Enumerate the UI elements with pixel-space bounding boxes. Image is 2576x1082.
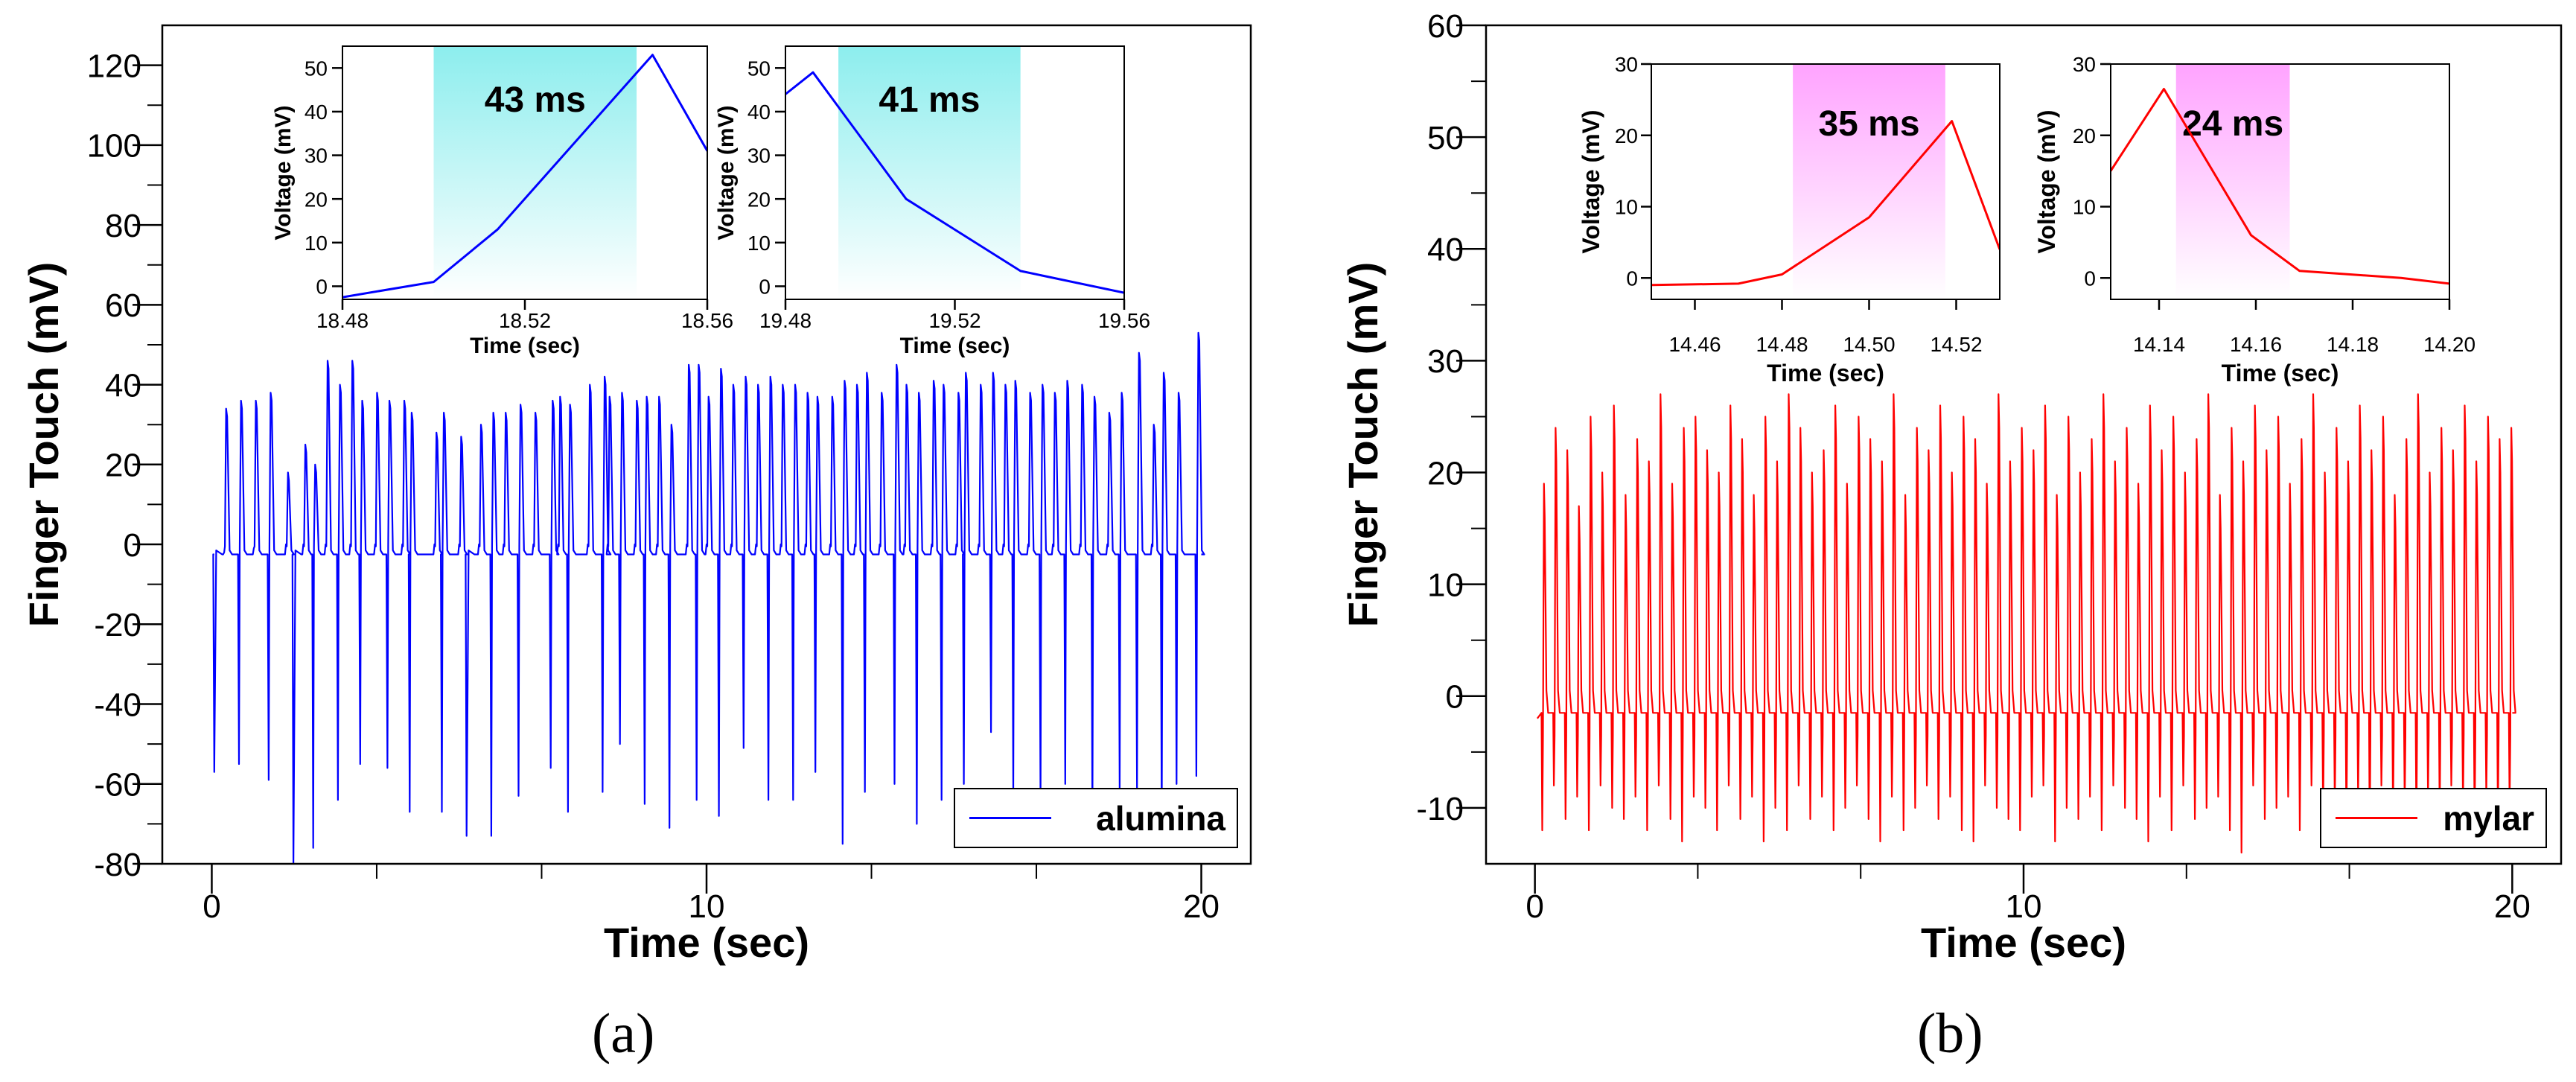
legend-label-a-main: alumina bbox=[1096, 799, 1225, 838]
y-axis-title-a-inset1: Voltage (mV) bbox=[271, 105, 296, 240]
y-tick-label-a-main: 80 bbox=[105, 208, 141, 244]
y-tick-label-b-main: 0 bbox=[1446, 679, 1464, 716]
x-tick-label-a-inset1: 18.48 bbox=[316, 309, 369, 332]
y-tick-label-b-main: 20 bbox=[1427, 455, 1464, 491]
y-tick-label-a-inset1: 10 bbox=[305, 232, 328, 255]
y-tick-label-b-main: 10 bbox=[1427, 567, 1464, 604]
y-axis-title-b-inset2: Voltage (mV) bbox=[2033, 109, 2060, 253]
y-tick-label-b-inset2: 0 bbox=[2084, 267, 2096, 290]
x-tick-label-b-inset2: 14.16 bbox=[2230, 333, 2282, 356]
series-line-b-inset1 bbox=[1651, 120, 2000, 287]
highlight-band-a-inset1 bbox=[433, 46, 637, 299]
y-tick-label-a-inset1: 30 bbox=[305, 144, 328, 168]
x-axis-title-a-inset2: Time (sec) bbox=[900, 334, 1010, 358]
x-tick-label-b-inset2: 14.20 bbox=[2423, 333, 2475, 356]
x-axis-title-b-main: Time (sec) bbox=[1921, 919, 2126, 966]
y-axis-title-b-main: Finger Touch (mV) bbox=[1339, 262, 1386, 628]
x-tick-label-a-inset2: 19.48 bbox=[759, 309, 812, 332]
y-tick-label-a-main: -60 bbox=[94, 767, 141, 803]
y-tick-label-a-main: 20 bbox=[105, 448, 141, 484]
y-axis-title-a-inset2: Voltage (mV) bbox=[714, 105, 739, 240]
y-tick-label-b-inset1: 10 bbox=[1615, 196, 1638, 219]
x-tick-label-b-inset2: 14.14 bbox=[2133, 333, 2185, 356]
y-tick-label-b-inset2: 20 bbox=[2073, 124, 2096, 147]
chart-b-inset1: 35 ms 14.46 14.48 14.50 14.52 0 10 20 30 Time (se… bbox=[1578, 53, 2000, 386]
y-tick-label-b-main: -10 bbox=[1416, 791, 1464, 827]
chart-a-inset2: 41 ms 19.48 19.52 19.56 0 10 20 30 40 50 Time (sec… bbox=[714, 45, 1150, 358]
x-axis-title-b-inset2: Time (sec) bbox=[2222, 360, 2339, 386]
y-axis-title-a-main: Finger Touch (mV) bbox=[20, 262, 67, 628]
series-line-b-inset2 bbox=[2111, 88, 2449, 285]
caption-a: (a) bbox=[592, 1002, 655, 1065]
x-tick-label-b-main: 10 bbox=[2006, 888, 2042, 925]
highlight-band-b-inset1 bbox=[1793, 64, 1945, 299]
x-tick-label-a-inset2: 19.52 bbox=[928, 309, 981, 332]
axes-frame-b-inset2 bbox=[2110, 63, 2450, 300]
y-tick-label-b-inset1: 0 bbox=[1626, 267, 1638, 290]
x-tick-label-b-inset2: 14.18 bbox=[2327, 333, 2379, 356]
x-tick-label-a-inset1: 18.56 bbox=[681, 309, 733, 332]
x-tick-label-a-main: 0 bbox=[203, 888, 220, 925]
y-tick-label-a-main: 120 bbox=[87, 48, 141, 84]
x-axis-title-a-main: Time (sec) bbox=[604, 919, 809, 966]
y-tick-label-a-inset1: 40 bbox=[305, 101, 328, 124]
x-tick-label-b-inset1: 14.50 bbox=[1843, 333, 1895, 356]
duration-label-a-inset2: 41 ms bbox=[879, 80, 980, 120]
x-tick-label-b-inset1: 14.46 bbox=[1668, 333, 1721, 356]
y-tick-label-a-inset2: 40 bbox=[747, 101, 771, 124]
x-tick-label-b-main: 20 bbox=[2494, 888, 2531, 925]
duration-label-b-inset1: 35 ms bbox=[1818, 104, 1919, 144]
highlight-band-b-inset2 bbox=[2175, 64, 2290, 299]
duration-label-a-inset1: 43 ms bbox=[485, 80, 586, 120]
y-tick-label-a-inset2: 30 bbox=[747, 144, 771, 168]
y-tick-label-a-main: 60 bbox=[105, 287, 141, 324]
y-tick-label-a-main: -80 bbox=[94, 847, 141, 883]
y-tick-label-b-inset2: 30 bbox=[2073, 53, 2096, 76]
x-axis-title-b-inset1: Time (sec) bbox=[1767, 360, 1884, 386]
duration-label-b-inset2: 24 ms bbox=[2182, 104, 2283, 144]
y-tick-label-a-inset2: 50 bbox=[747, 57, 771, 80]
x-tick-label-a-main: 10 bbox=[689, 888, 725, 925]
axes-frame-b-inset1 bbox=[1651, 63, 2000, 300]
y-tick-label-b-inset2: 10 bbox=[2073, 196, 2096, 219]
y-tick-label-a-inset2: 10 bbox=[747, 232, 771, 255]
x-tick-label-a-inset1: 18.52 bbox=[499, 309, 551, 332]
y-tick-label-b-main: 30 bbox=[1427, 343, 1464, 380]
chart-b-inset2: 24 ms 14.14 14.16 14.18 14.20 0 10 20 30 Time (se… bbox=[2033, 53, 2475, 386]
legend-label-b-main: mylar bbox=[2443, 799, 2534, 838]
y-tick-label-a-main: 100 bbox=[87, 128, 141, 165]
y-tick-label-a-inset2: 0 bbox=[759, 275, 771, 298]
y-tick-label-b-inset1: 30 bbox=[1615, 53, 1638, 76]
y-tick-label-b-main: 40 bbox=[1427, 232, 1464, 268]
series-line-a-inset1 bbox=[342, 54, 707, 299]
series-line-b-main bbox=[1537, 393, 2516, 854]
y-tick-label-b-inset1: 20 bbox=[1615, 124, 1638, 147]
caption-b: (b) bbox=[1917, 1002, 1983, 1065]
y-tick-label-a-main: -20 bbox=[94, 607, 141, 643]
x-axis-title-a-inset1: Time (sec) bbox=[470, 334, 580, 358]
y-tick-label-a-inset1: 0 bbox=[316, 275, 328, 298]
x-tick-label-b-inset1: 14.52 bbox=[1930, 333, 1982, 356]
y-tick-label-b-main: 50 bbox=[1427, 120, 1464, 156]
y-tick-label-b-main: 60 bbox=[1427, 8, 1464, 45]
x-tick-label-a-inset2: 19.56 bbox=[1098, 309, 1150, 332]
series-line-a-main bbox=[212, 331, 1205, 864]
y-tick-label-a-inset2: 20 bbox=[747, 188, 771, 211]
x-tick-label-b-inset1: 14.48 bbox=[1756, 333, 1808, 356]
y-tick-label-a-main: 0 bbox=[124, 527, 141, 564]
chart-a-inset1: 43 ms 18.48 18.52 18.56 0 10 20 30 40 50 Time (sec… bbox=[271, 45, 733, 358]
y-tick-label-a-main: 40 bbox=[105, 367, 141, 404]
x-tick-label-a-main: 20 bbox=[1183, 888, 1220, 925]
y-axis-title-b-inset1: Voltage (mV) bbox=[1578, 109, 1604, 253]
series-line-a-inset2 bbox=[785, 71, 1124, 294]
y-tick-label-a-main: -40 bbox=[94, 687, 141, 723]
y-tick-label-a-inset1: 50 bbox=[305, 57, 328, 80]
x-tick-label-b-main: 0 bbox=[1525, 888, 1543, 925]
y-tick-label-a-inset1: 20 bbox=[305, 188, 328, 211]
highlight-band-a-inset2 bbox=[838, 46, 1021, 299]
